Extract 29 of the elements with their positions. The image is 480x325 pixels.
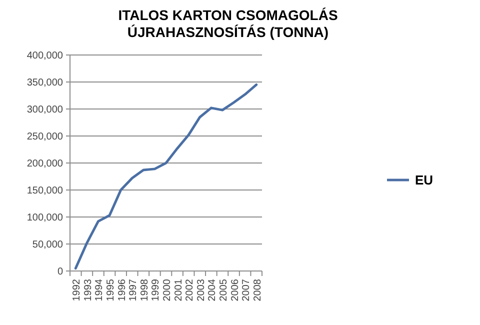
x-tick-label: 2002 <box>184 278 196 302</box>
y-tick-label: 300,000 <box>26 104 64 116</box>
x-tick-label: 2000 <box>162 278 173 302</box>
y-tick-label: 400,000 <box>26 50 64 62</box>
x-tick-label: 1996 <box>116 278 128 302</box>
x-tick-label: 1994 <box>94 278 106 302</box>
y-tick-label: 350,000 <box>26 78 64 88</box>
x-tick-label: 1998 <box>139 278 150 302</box>
y-tick-label: 200,000 <box>26 158 64 170</box>
y-tick-label: 250,000 <box>26 132 64 142</box>
x-tick-label: 1999 <box>150 278 162 302</box>
x-tick-label: 1993 <box>82 278 94 302</box>
y-tick-label: 100,000 <box>26 212 64 224</box>
x-tick-label: 2008 <box>252 278 264 302</box>
x-tick-label: 2007 <box>241 278 252 302</box>
y-tick-label: 0 <box>57 266 64 278</box>
x-tick-label: 2004 <box>207 278 218 302</box>
chart-title: ITALOS KARTON CSOMAGOLÁS ÚJRAHASZNOSÍTÁS (TONNA) <box>118 7 338 40</box>
x-tick-label: 2006 <box>230 278 241 302</box>
x-tick-label: 2003 <box>196 278 207 302</box>
x-tick-label: 1997 <box>128 278 140 302</box>
legend-label: EU <box>415 172 434 188</box>
x-tick-label: 1992 <box>72 278 83 302</box>
x-tick-label: 2001 <box>173 278 184 302</box>
x-tick-label: 2005 <box>218 278 230 302</box>
y-tick-label: 50,000 <box>32 240 64 250</box>
x-tick-label: 1995 <box>106 278 117 302</box>
y-tick-label: 150,000 <box>26 186 64 196</box>
line-series <box>74 83 258 270</box>
